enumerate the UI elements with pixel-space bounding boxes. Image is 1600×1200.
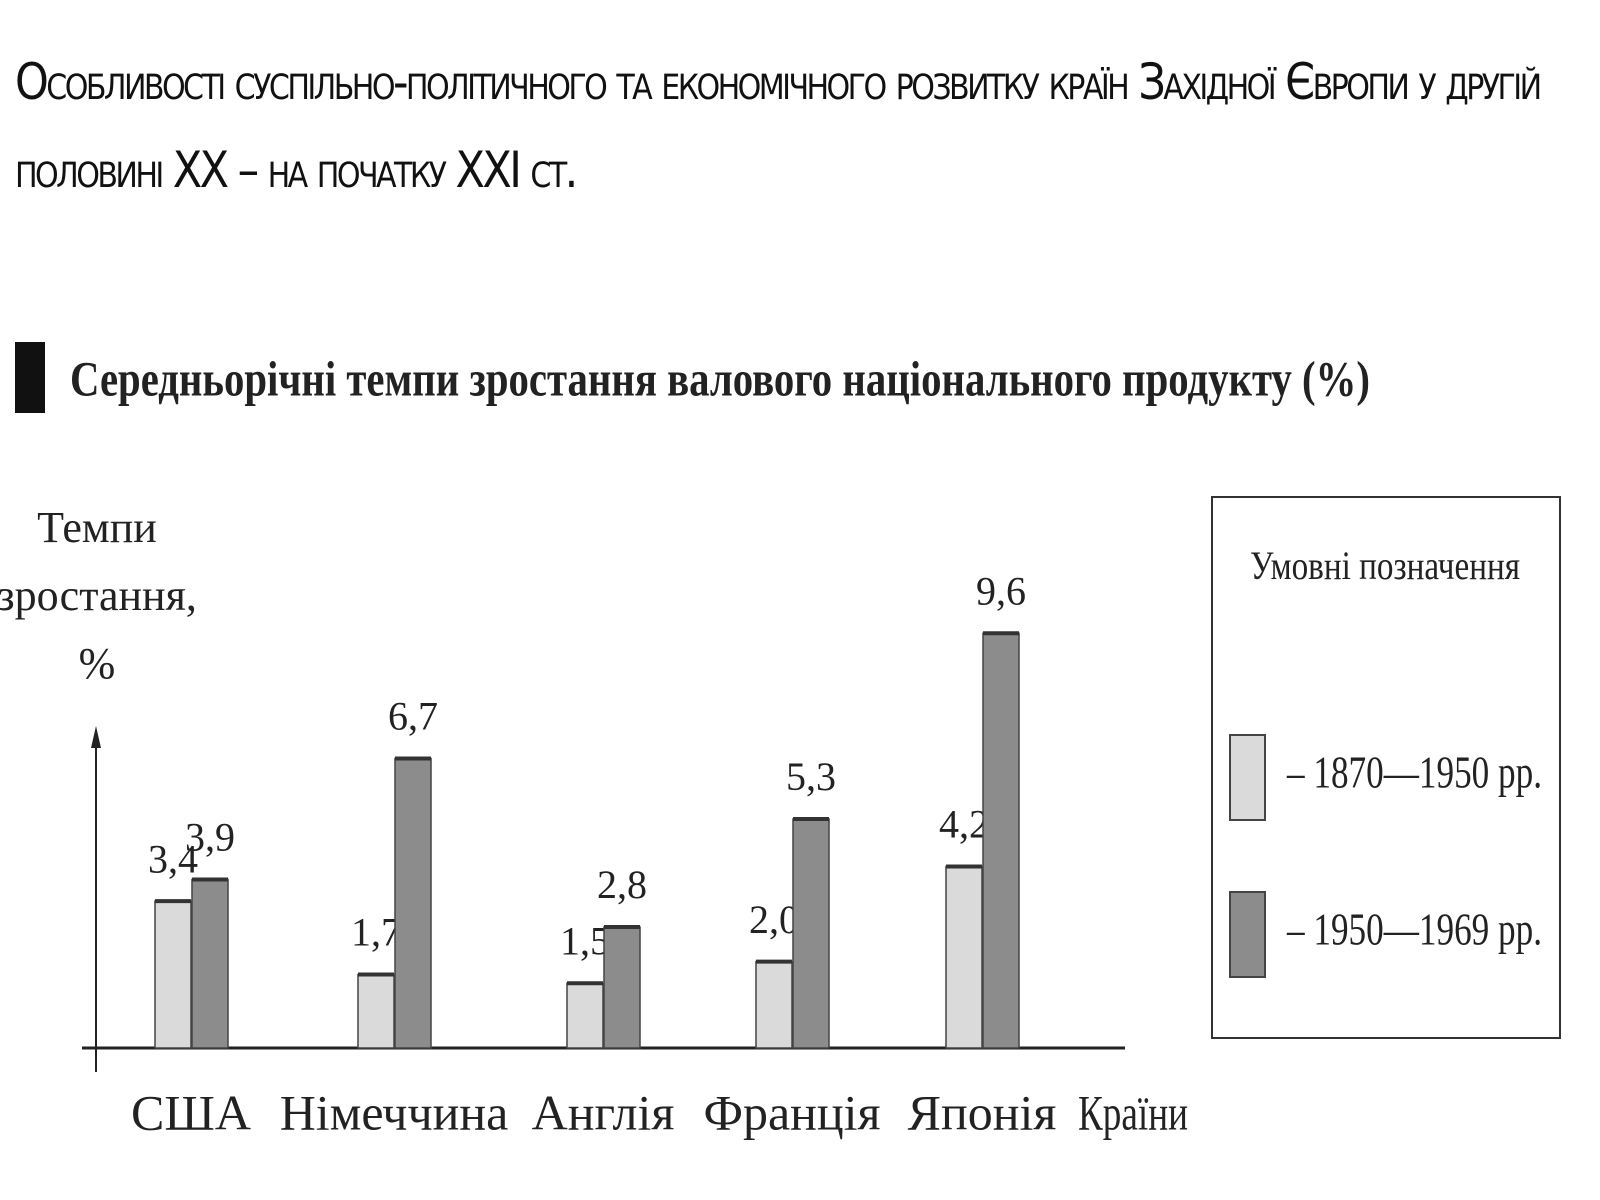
value-label: 5,3: [786, 754, 836, 799]
legend-swatch: [1229, 734, 1266, 821]
x-axis-label: Країни: [1078, 1084, 1188, 1140]
x-tick-label: Англія: [532, 1084, 675, 1140]
value-label: 1,7: [351, 910, 401, 955]
value-label: 3,4: [148, 836, 198, 881]
value-label: 2,0: [749, 897, 799, 942]
bar: [982, 632, 1020, 1049]
bar: [566, 982, 604, 1049]
legend-title: Умовні позначення: [1250, 543, 1520, 588]
y-axis-label: зростання,: [0, 571, 197, 620]
legend-box: [1211, 496, 1561, 1039]
value-label: 2,8: [597, 862, 647, 907]
x-tick-label: Німеччина: [280, 1084, 509, 1140]
bar: [945, 865, 983, 1049]
x-tick-label: Японія: [908, 1084, 1057, 1140]
bar: [603, 926, 641, 1049]
legend-label: – 1950—1969 рр.: [1286, 904, 1542, 955]
slide-title: Особливості суспільно-політичного та еко…: [15, 53, 1542, 199]
value-label: 9,6: [976, 568, 1026, 613]
x-tick-label: Франція: [703, 1084, 880, 1140]
y-axis-label: Темпи: [37, 503, 157, 552]
bar: [357, 973, 395, 1049]
bar: [394, 757, 432, 1049]
legend-swatch: [1229, 891, 1266, 978]
value-label: 3,9: [185, 815, 235, 860]
value-label: 6,7: [388, 694, 438, 739]
x-tick-label: США: [131, 1084, 251, 1140]
value-label: 4,2: [939, 802, 989, 847]
legend-label: – 1870—1950 рр.: [1286, 747, 1542, 798]
chart-title: Середньорічні темпи зростання валового н…: [70, 350, 1370, 406]
bar: [792, 818, 830, 1049]
bar: [191, 878, 229, 1049]
bar: [154, 900, 192, 1049]
y-axis-arrow: [91, 726, 101, 748]
bar: [755, 960, 793, 1049]
y-axis-label: %: [79, 639, 116, 688]
value-label: 1,5: [560, 918, 610, 963]
title-square: [15, 342, 45, 413]
